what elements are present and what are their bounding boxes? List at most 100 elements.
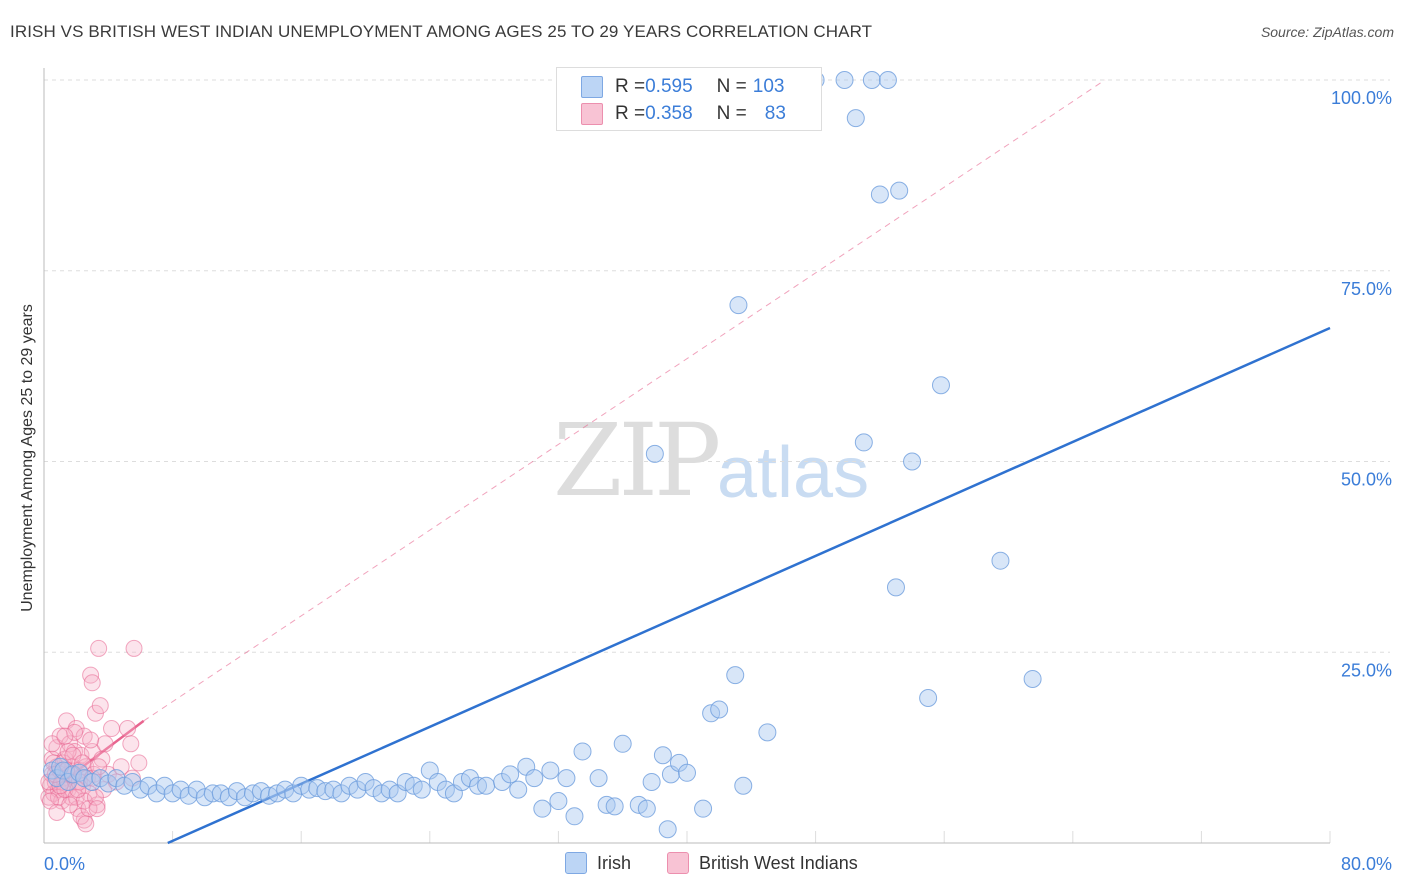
bwi-point xyxy=(90,758,108,776)
legend-irish-label: Irish xyxy=(597,852,632,873)
irish-point xyxy=(557,769,576,788)
irish-swatch-icon xyxy=(581,76,603,98)
irish-point xyxy=(729,296,748,315)
legend-item-bwi[interactable]: British West Indians xyxy=(667,852,858,874)
irish-trend-line xyxy=(167,326,1331,845)
bwi-point xyxy=(43,735,61,753)
bwi-point xyxy=(61,796,79,814)
watermark-zip: ZIP xyxy=(553,402,721,519)
bwi-point xyxy=(83,674,101,692)
bwi-trend-extension xyxy=(143,79,1106,722)
irish-point xyxy=(541,761,560,780)
x-tick-label-max: 80.0% xyxy=(1341,854,1392,874)
bwi-n-value: 83 xyxy=(764,103,786,124)
bwi-point xyxy=(56,727,74,745)
bwi-point xyxy=(48,803,66,821)
chart-title: IRISH VS BRITISH WEST INDIAN UNEMPLOYMEN… xyxy=(10,22,873,41)
bwi-point xyxy=(91,697,109,715)
watermark-atlas: atlas xyxy=(717,433,870,513)
bwi-point xyxy=(112,758,130,776)
bwi-point xyxy=(88,800,106,818)
bwi-point xyxy=(130,754,148,772)
irish-point xyxy=(1023,669,1042,688)
irish-point xyxy=(903,452,922,471)
bwi-legend-icon xyxy=(667,852,689,874)
bwi-point xyxy=(103,720,121,738)
irish-point xyxy=(613,734,632,753)
bwi-r-label: R = xyxy=(615,103,646,124)
axes xyxy=(43,68,1330,844)
trend-lines xyxy=(51,79,1331,845)
irish-point xyxy=(637,799,656,818)
bwi-point xyxy=(119,720,137,738)
legend-row-irish: R = 0.595 N = 103 xyxy=(581,76,784,98)
bwi-point xyxy=(74,754,92,772)
x-tick-label-min: 0.0% xyxy=(44,854,85,874)
bwi-point xyxy=(82,731,100,749)
source-credit: Source: ZipAtlas.com xyxy=(1260,24,1394,40)
irish-point xyxy=(477,776,496,795)
irish-point xyxy=(835,71,854,89)
irish-point xyxy=(412,780,431,799)
bwi-point xyxy=(77,815,95,833)
tick-labels: 25.0% 50.0% 75.0% 100.0% 0.0% 80.0% xyxy=(44,88,1392,874)
irish-point xyxy=(862,71,881,89)
y-axis-label: Unemployment Among Ages 25 to 29 years xyxy=(19,304,36,612)
irish-point xyxy=(589,769,608,788)
legend-item-irish[interactable]: Irish xyxy=(565,852,631,874)
bwi-point xyxy=(90,639,108,657)
series-legend: Irish British West Indians xyxy=(0,852,1406,876)
y-tick-label: 100.0% xyxy=(1331,88,1392,108)
irish-point xyxy=(758,723,777,742)
irish-point xyxy=(525,769,544,788)
irish-n-value: 103 xyxy=(752,76,785,97)
irish-point xyxy=(573,742,592,761)
irish-n-label: N = xyxy=(716,76,747,97)
irish-point xyxy=(846,109,865,128)
irish-point xyxy=(726,666,745,685)
bwi-point xyxy=(96,735,114,753)
bwi-point xyxy=(125,639,143,657)
irish-point xyxy=(931,376,950,395)
irish-point xyxy=(886,578,905,597)
irish-point xyxy=(658,820,677,839)
bwi-points xyxy=(40,639,148,833)
irish-point xyxy=(653,746,672,765)
irish-point xyxy=(642,772,661,791)
irish-point xyxy=(533,799,552,818)
irish-r-label: R = xyxy=(615,76,646,97)
irish-point xyxy=(878,71,897,89)
legend-row-bwi: R = 0.358 N = 83 xyxy=(581,103,786,125)
irish-point xyxy=(710,700,729,719)
irish-point xyxy=(501,765,520,784)
irish-point xyxy=(694,799,713,818)
grid-lines xyxy=(44,79,1390,843)
correlation-legend: R = 0.595 N = 103 R = 0.358 N = 83 xyxy=(556,67,822,131)
irish-r-value: 0.595 xyxy=(645,76,693,97)
irish-point xyxy=(54,761,73,780)
irish-point xyxy=(919,689,938,708)
irish-point xyxy=(870,185,889,204)
irish-point xyxy=(605,797,624,816)
y-tick-label: 50.0% xyxy=(1341,470,1392,490)
irish-point xyxy=(509,780,528,799)
bwi-n-label: N = xyxy=(716,103,747,124)
bwi-swatch-icon xyxy=(581,103,603,125)
irish-point xyxy=(678,763,696,782)
irish-legend-icon xyxy=(565,852,587,874)
legend-bwi-label: British West Indians xyxy=(699,852,858,873)
bwi-point xyxy=(66,723,84,741)
irish-point xyxy=(70,763,89,782)
irish-point xyxy=(63,765,82,784)
irish-point xyxy=(890,181,909,200)
bwi-r-value: 0.358 xyxy=(645,103,693,124)
irish-points xyxy=(43,71,1042,839)
irish-point xyxy=(854,433,873,452)
irish-point xyxy=(734,776,753,795)
irish-point xyxy=(565,807,584,826)
irish-point xyxy=(991,551,1010,570)
irish-point xyxy=(645,444,664,463)
y-tick-label: 75.0% xyxy=(1341,279,1392,299)
y-tick-label: 25.0% xyxy=(1341,660,1392,680)
